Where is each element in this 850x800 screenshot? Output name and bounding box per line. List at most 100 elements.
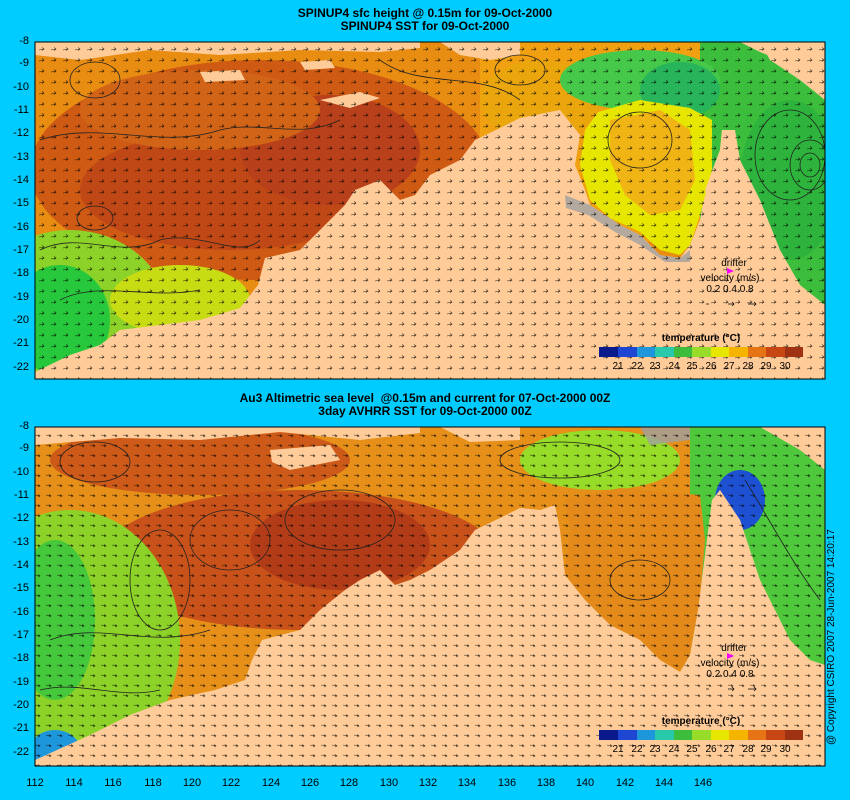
lon-tick: 114 [65, 777, 83, 789]
lon-tick: 136 [497, 777, 517, 789]
colorbar-tick: 27 [723, 361, 735, 372]
lat-tick: -20 [13, 699, 29, 711]
colorbar-swatch [748, 730, 766, 740]
top-title-line1: SPINUP4 sfc height @ 0.15m for 09-Oct-20… [297, 6, 553, 20]
lon-tick: 124 [261, 777, 281, 789]
drifter-marker-bottom [727, 653, 734, 659]
lat-tick: -21 [13, 337, 29, 349]
velocity-scale-arrows-bottom [706, 686, 757, 692]
lat-tick: -17 [13, 244, 29, 256]
lat-tick: -19 [13, 291, 29, 303]
colorbar-tick: 24 [668, 744, 680, 755]
top-map [35, 42, 825, 379]
colorbar-swatch [637, 347, 655, 357]
colorbar-tick: 28 [742, 361, 754, 372]
lon-tick: 138 [536, 777, 556, 789]
colorbar-tick: 29 [760, 744, 772, 755]
colorbar-tick: 23 [649, 361, 661, 372]
lon-tick: 120 [182, 777, 202, 789]
lat-tick: -9 [19, 57, 29, 69]
velocity-label: velocity (m/s) [700, 658, 760, 669]
colorbar-swatch [729, 347, 748, 357]
colorbar-swatch [711, 347, 729, 357]
colorbar-swatch [692, 347, 711, 357]
lat-tick: -18 [13, 267, 29, 279]
lat-tick: -11 [13, 489, 29, 501]
velocity-scale: 0.2 0.4 0.8 [706, 284, 754, 295]
lon-tick: 142 [615, 777, 635, 789]
lat-tick: -8 [19, 420, 29, 432]
bottom-title-line2: 3day AVHRR SST for 09-Oct-2000 00Z [318, 404, 532, 418]
lat-tick: -12 [13, 512, 29, 524]
lat-tick: -16 [13, 221, 29, 233]
colorbar-swatch [618, 347, 637, 357]
colorbar-swatch [711, 730, 729, 740]
lon-tick: 134 [457, 777, 477, 789]
top-panel-title: SPINUP4 sfc height @ 0.15m for 09-Oct-20… [0, 7, 850, 33]
lat-tick: -8 [19, 35, 29, 47]
colorbar-tick: 26 [705, 361, 717, 372]
lon-tick: 122 [221, 777, 241, 789]
colorbar-tick: 22 [631, 744, 643, 755]
colorbar-swatch [599, 347, 618, 357]
lat-tick: -14 [13, 559, 29, 571]
velocity-scale-arrows-top [706, 301, 757, 307]
drifter-label: drifter [721, 258, 747, 269]
colorbar-tick: 30 [779, 361, 791, 372]
bottom-panel-title: Au3 Altimetric sea level @0.15m and curr… [0, 392, 850, 418]
lat-tick: -19 [13, 676, 29, 688]
lon-tick: 146 [693, 777, 713, 789]
velocity-label: velocity (m/s) [700, 273, 760, 284]
lat-tick: -10 [13, 466, 29, 478]
drifter-legend-bottom: drifter velocity (m/s) 0.2 0.4 0.8 [695, 643, 765, 680]
colorbar-tick: 28 [742, 744, 754, 755]
colorbar-swatch [766, 730, 785, 740]
colorbar-swatch [655, 347, 674, 357]
drifter-marker-top [727, 268, 734, 274]
copyright-text: @ Copyright CSIRO 2007 28-Jun-2007 14:20… [826, 529, 837, 745]
colorbar-tick: 24 [668, 361, 680, 372]
bottom-map [35, 427, 825, 766]
colorbar-swatch [618, 730, 637, 740]
colorbar-tick: 30 [779, 744, 791, 755]
colorbar-tick: 23 [649, 744, 661, 755]
colorbar-swatch [729, 730, 748, 740]
colorbar-tick: 25 [686, 361, 698, 372]
top-title-line2: SPINUP4 SST for 09-Oct-2000 [340, 19, 510, 33]
lat-tick: -11 [13, 104, 29, 116]
colorbar-swatch [785, 347, 803, 357]
colorbar-swatch [748, 347, 766, 357]
lat-tick: -13 [13, 536, 29, 548]
lon-tick: 118 [144, 777, 162, 789]
lat-tick: -17 [13, 629, 29, 641]
colorbar-tick: 22 [631, 361, 643, 372]
colorbar-tick: 21 [612, 744, 624, 755]
colorbar-tick: 26 [705, 744, 717, 755]
lat-tick: -22 [13, 361, 29, 373]
colorbar-swatch [674, 347, 692, 357]
drifter-label: drifter [721, 643, 747, 654]
lon-tick: 126 [300, 777, 320, 789]
colorbar-swatch [637, 730, 655, 740]
colorbar-tick: 27 [723, 744, 735, 755]
lat-tick: -9 [19, 442, 29, 454]
lon-tick: 140 [575, 777, 595, 789]
lon-tick: 144 [654, 777, 674, 789]
colorbar-tick: 29 [760, 361, 772, 372]
lon-tick: 130 [379, 777, 399, 789]
lat-tick: -22 [13, 746, 29, 758]
velocity-scale: 0.2 0.4 0.8 [706, 669, 754, 680]
bottom-title-line1: Au3 Altimetric sea level @0.15m and curr… [239, 391, 611, 405]
lat-tick: -15 [13, 197, 29, 209]
lon-tick: 116 [104, 777, 122, 789]
lat-tick: -10 [13, 81, 29, 93]
lon-tick: 112 [26, 777, 44, 789]
lat-tick: -18 [13, 652, 29, 664]
drifter-legend-top: drifter velocity (m/s) 0.2 0.4 0.8 [695, 258, 765, 295]
colorbar-swatch [766, 347, 785, 357]
colorbar-title: temperature (°C) [661, 716, 741, 727]
colorbar-swatch [785, 730, 803, 740]
colorbar-swatch [692, 730, 711, 740]
colorbar-title: temperature (°C) [661, 333, 741, 344]
